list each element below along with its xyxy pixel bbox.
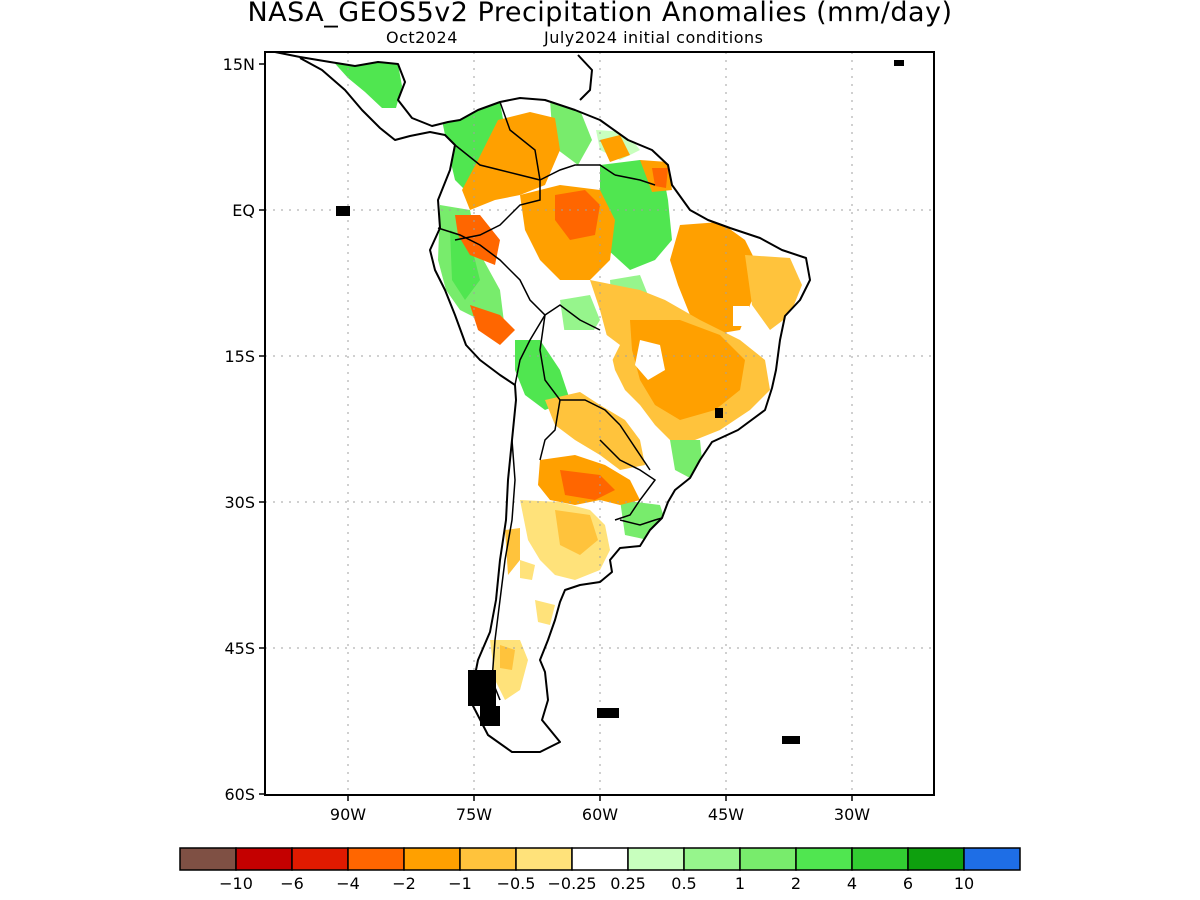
colorbar-swatch: [403, 847, 461, 871]
lon-ticks: [347, 795, 853, 801]
lat-ticks: [259, 63, 265, 795]
anomaly-field: [330, 58, 802, 700]
colorbar-swatch: [907, 847, 965, 871]
lat-label-15s: 15S: [224, 347, 255, 366]
lon-label-45w: 45W: [708, 805, 744, 824]
colorbar-swatch: [347, 847, 405, 871]
colorbar-label: −6: [280, 874, 304, 893]
lon-label-60w: 60W: [582, 805, 618, 824]
colorbar-label: −1: [448, 874, 472, 893]
colorbar-label: 0.25: [610, 874, 646, 893]
lat-label-45s: 45S: [224, 639, 255, 658]
colorbar-label: 4: [847, 874, 857, 893]
colorbar-label: 10: [954, 874, 974, 893]
colorbar: −10 −6 −4 −2 −1 −0.5 −0.25 0.25 0.5 1 2 4 6 10: [179, 847, 1021, 893]
coastline: [274, 52, 811, 753]
colorbar-label: 2: [791, 874, 801, 893]
colorbar-label: −10: [219, 874, 253, 893]
colorbar-swatch: [739, 847, 797, 871]
colorbar-swatch: [291, 847, 349, 871]
colorbar-label: 1: [735, 874, 745, 893]
lat-label-60s: 60S: [224, 785, 255, 804]
lon-label-30w: 30W: [834, 805, 870, 824]
lon-label-75w: 75W: [456, 805, 492, 824]
colorbar-swatch: [179, 847, 237, 871]
chart-title: NASA_GEOS5v2 Precipitation Anomalies (mm…: [247, 0, 953, 28]
colorbar-label: −0.25: [547, 874, 596, 893]
lat-label-15n: 15N: [223, 55, 255, 74]
colorbar-swatch: [235, 847, 293, 871]
colorbar-swatch: [795, 847, 853, 871]
colorbar-swatch: [515, 847, 573, 871]
colorbar-swatch: [963, 847, 1021, 871]
colorbar-swatch: [459, 847, 517, 871]
country-borders: [437, 101, 663, 701]
colorbar-label: −4: [336, 874, 360, 893]
colorbar-label: 0.5: [671, 874, 696, 893]
colorbar-label: 6: [903, 874, 913, 893]
colorbar-swatch: [683, 847, 741, 871]
colorbar-swatch: [851, 847, 909, 871]
colorbar-label: −0.5: [497, 874, 536, 893]
colorbar-swatch: [571, 847, 629, 871]
colorbar-swatch: [627, 847, 685, 871]
lat-label-eq: EQ: [232, 201, 255, 220]
lon-label-90w: 90W: [330, 805, 366, 824]
colorbar-label: −2: [392, 874, 416, 893]
subtitle-init: July2024 initial conditions: [544, 28, 764, 47]
lat-label-30s: 30S: [224, 493, 255, 512]
islands: [336, 60, 904, 744]
subtitle-month: Oct2024: [386, 28, 458, 47]
